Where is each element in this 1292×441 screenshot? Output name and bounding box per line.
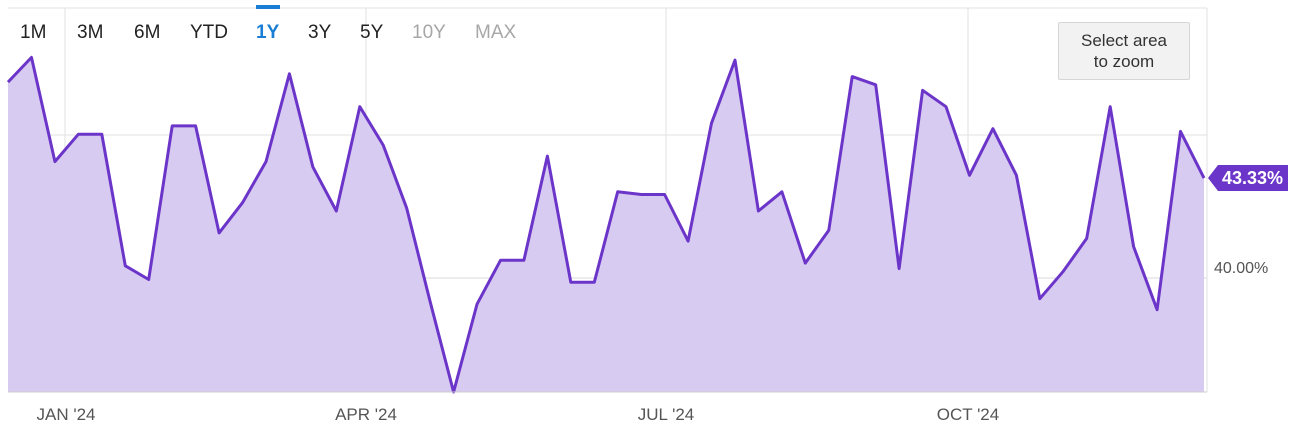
- y-tick-label: 40.00%: [1214, 260, 1268, 277]
- zoom-hint-text: Select area to zoom: [1081, 31, 1167, 71]
- active-range-indicator: [256, 5, 280, 9]
- x-axis-ticks: JAN '24 APR '24 JUL '24 OCT '24: [37, 405, 1000, 424]
- range-button-5y[interactable]: 5Y: [360, 22, 384, 43]
- range-button-1y[interactable]: 1Y: [256, 22, 280, 43]
- range-button-1m[interactable]: 1M: [20, 22, 47, 43]
- select-area-to-zoom-hint: Select area to zoom: [1058, 22, 1190, 80]
- range-button-3m[interactable]: 3M: [77, 22, 104, 43]
- range-button-10y: 10Y: [412, 22, 446, 43]
- x-tick-label: JAN '24: [37, 405, 96, 424]
- range-button-6m[interactable]: 6M: [134, 22, 161, 43]
- range-button-3y[interactable]: 3Y: [308, 22, 332, 43]
- x-tick-label: JUL '24: [638, 405, 694, 424]
- range-button-ytd[interactable]: YTD: [190, 22, 228, 43]
- x-tick-label: OCT '24: [937, 405, 999, 424]
- last-value-label: 43.33%: [1222, 168, 1283, 188]
- last-value-badge-shape: [1208, 165, 1288, 192]
- range-button-max: MAX: [475, 22, 517, 43]
- last-value-badge: 43.33%: [1208, 165, 1288, 192]
- series-area: [8, 57, 1204, 393]
- series-line: [6, 55, 1206, 394]
- x-tick-label: APR '24: [335, 405, 397, 424]
